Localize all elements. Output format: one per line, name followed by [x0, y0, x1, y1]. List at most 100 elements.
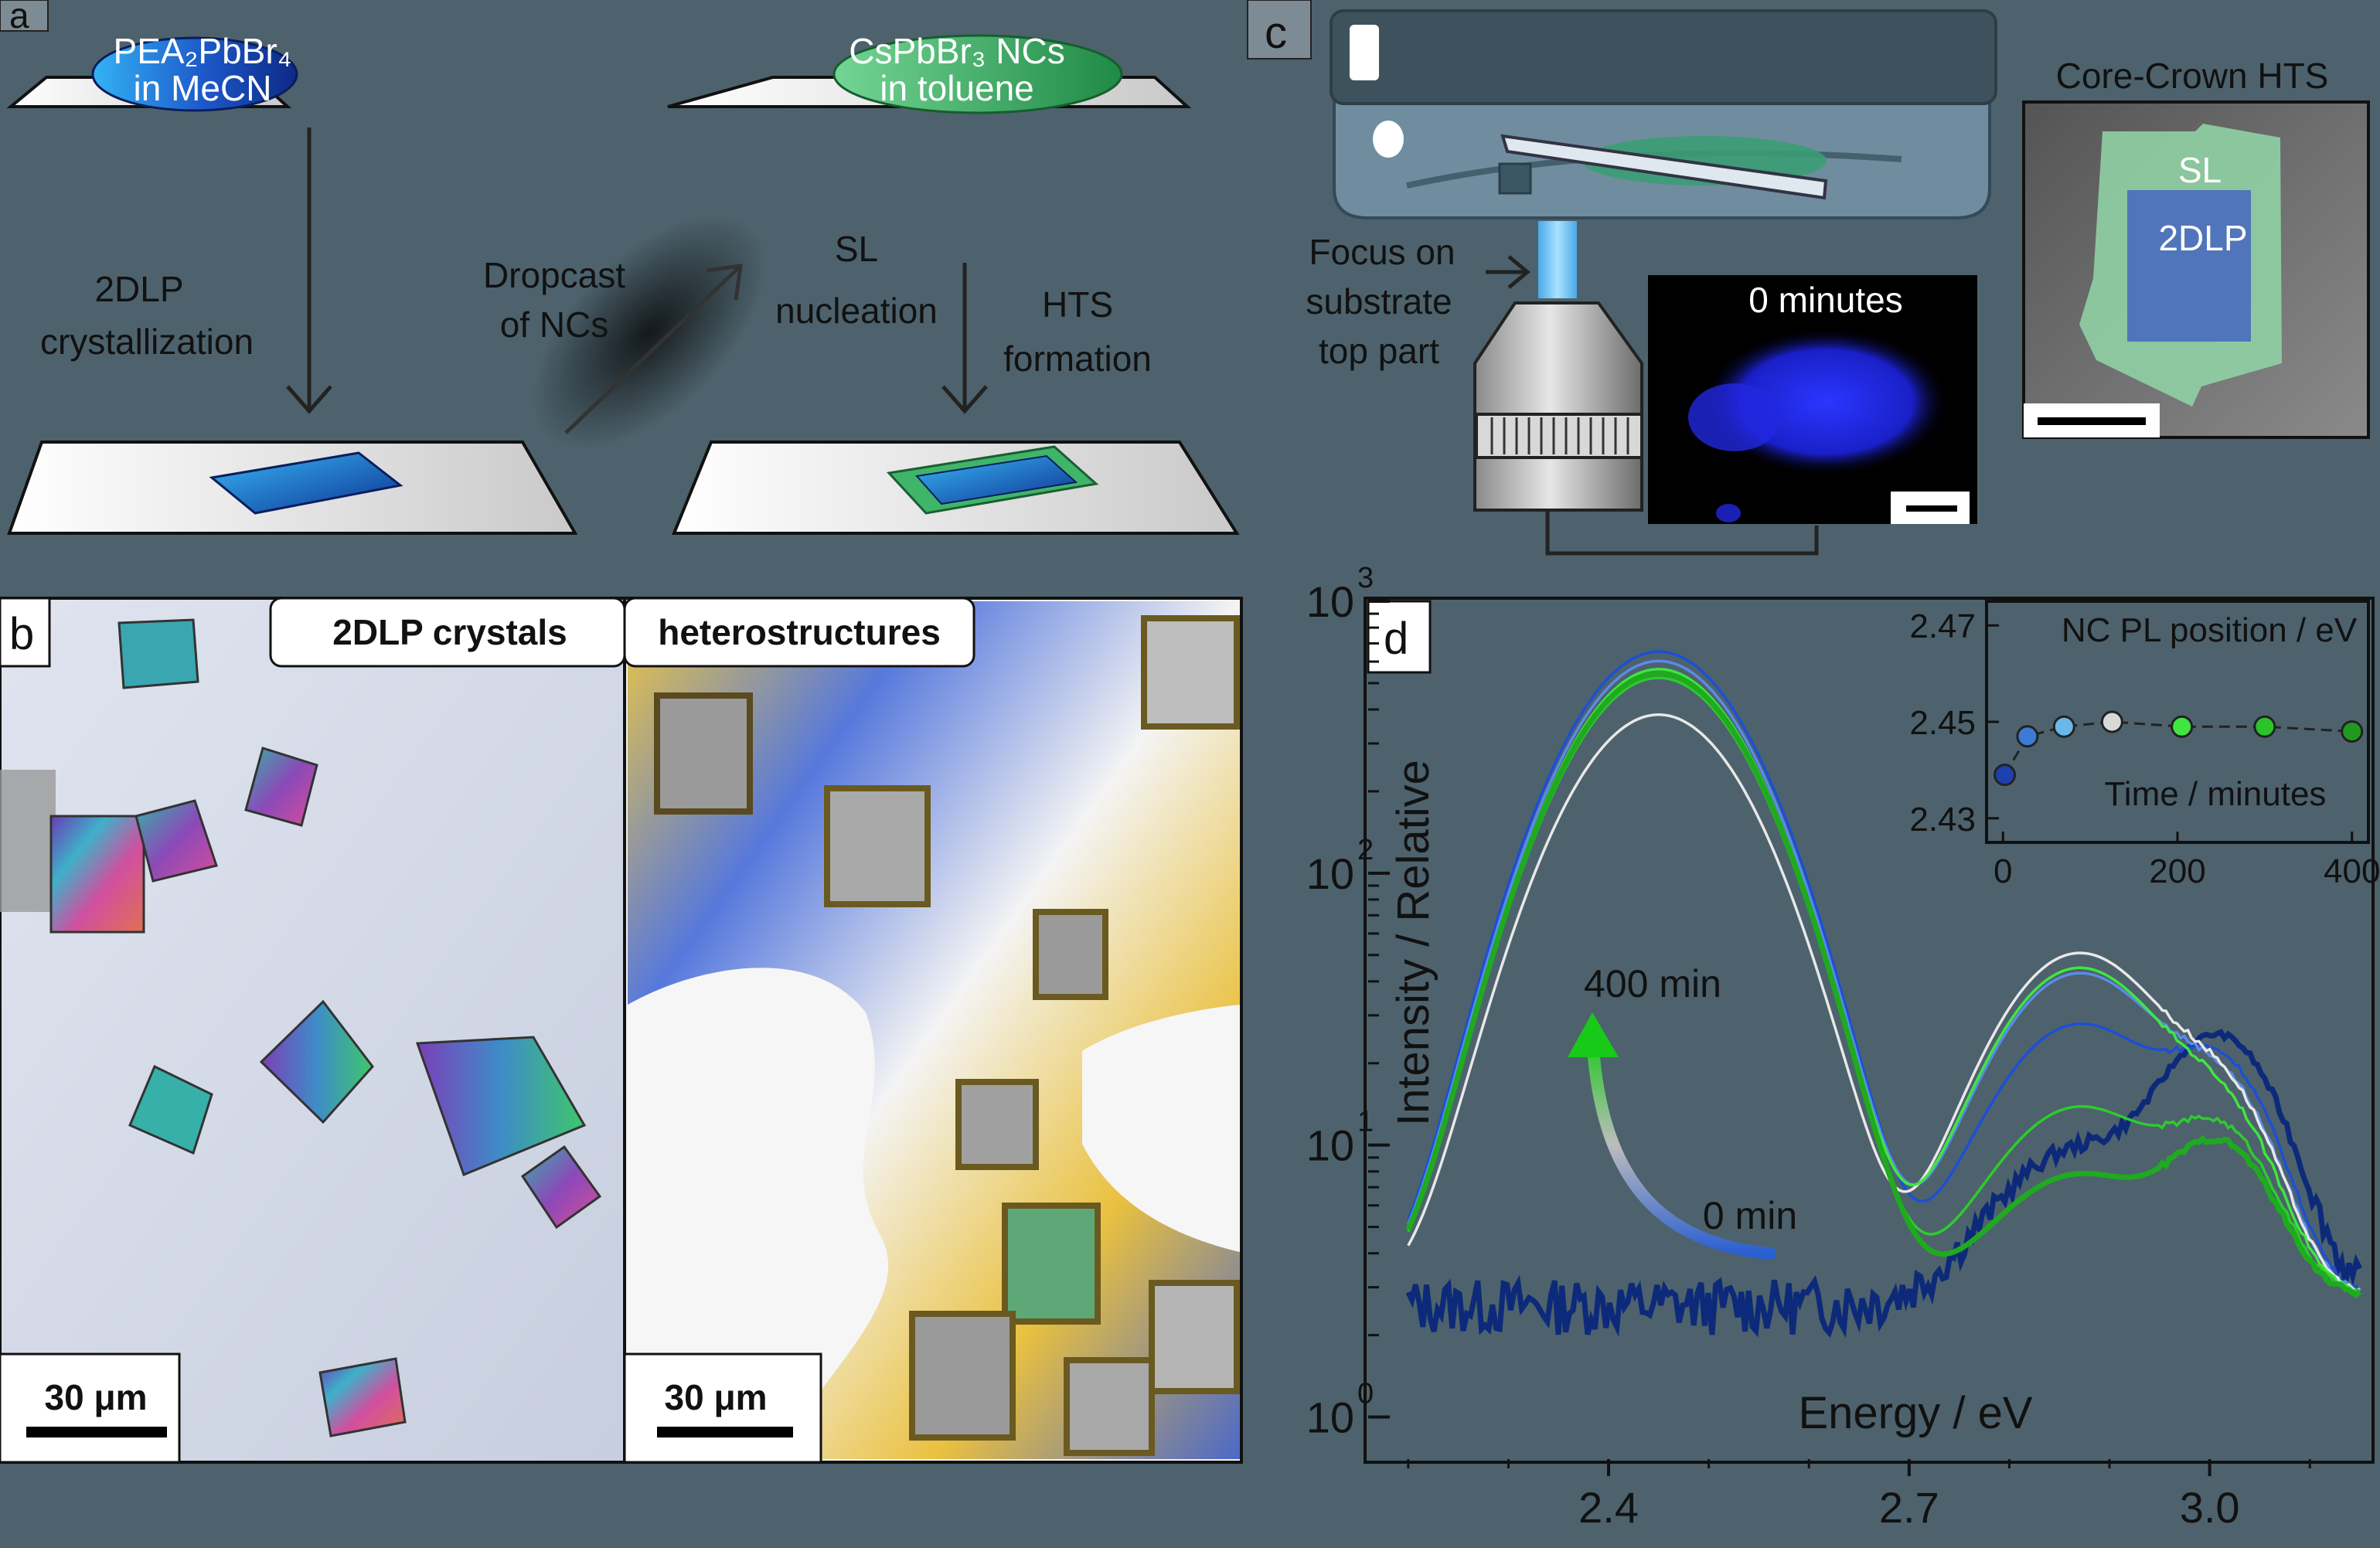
- arrow-right-icon: [1486, 255, 1530, 289]
- x-axis-label: Energy / eV: [1798, 1388, 2032, 1438]
- crystal-2dlp: [209, 451, 403, 515]
- inset-point: [2341, 720, 2364, 743]
- spectrum-line: [1407, 668, 2361, 1292]
- inset-point: [2171, 715, 2194, 738]
- hts-crystal: [909, 1311, 1016, 1441]
- dish2-label-1: CsPbBr₃ NCs: [849, 31, 1064, 71]
- hts-crystal: [955, 1079, 1039, 1170]
- inset-point: [2052, 715, 2075, 738]
- y-axis-label: Intensity / Relative: [1388, 760, 1439, 1126]
- hts-crystal: [824, 785, 931, 907]
- spectrum-line: [1405, 1029, 2363, 1339]
- inset-x-label: Time / minutes: [2105, 775, 2327, 813]
- scalebar-left: [26, 1427, 167, 1437]
- step3-label-1: SL: [835, 229, 878, 269]
- step4-label-1: HTS: [1042, 284, 1113, 325]
- plot-frame: [1364, 597, 2375, 1464]
- x-tick-label: 3.0: [2180, 1483, 2240, 1532]
- hts-crystal: [654, 692, 753, 815]
- micro-crystal: [318, 1357, 407, 1437]
- micro-crystal: [117, 618, 199, 689]
- petri-lid: [1330, 9, 1997, 105]
- inset-y-tick-label: 2.45: [1909, 704, 1976, 742]
- dish2-label-2: in toluene: [880, 68, 1034, 108]
- dish1-label-2: in MeCN: [134, 68, 272, 108]
- spectrum-line: [1405, 670, 2362, 1298]
- inset-point: [2016, 725, 2039, 748]
- scalebar-right-label: 30 μm: [665, 1377, 768, 1417]
- panel-a: a PEA₂PbBr₄ in MeCN CsPbBr₃ NCs in tolue…: [0, 0, 1240, 535]
- bare-substrate-region: [1082, 1005, 1240, 1252]
- hts-crystal: [1141, 615, 1240, 730]
- micro-crystal: [520, 1145, 602, 1230]
- solution-drop-blue: [91, 36, 298, 112]
- time-label: 0 minutes: [1748, 280, 1902, 320]
- inset-point: [2100, 710, 2123, 733]
- step2-label-2: of NCs: [500, 304, 609, 345]
- step4-label-2: formation: [1003, 339, 1152, 379]
- bare-substrate-region: [628, 968, 889, 1459]
- panel-b: b 2DLP crystals heterostructures 30 μm 3…: [0, 597, 1243, 1464]
- micro-crystal: [128, 1064, 213, 1155]
- dish1-label-1: PEA₂PbBr₄: [114, 31, 292, 71]
- focus-label-1: Focus on: [1309, 232, 1455, 272]
- spectrum-line: [1407, 713, 2361, 1293]
- y-tick-label: 10: [1306, 849, 1354, 898]
- lid-highlight: [1350, 25, 1379, 80]
- right-image-title: heterostructures: [658, 612, 941, 652]
- panel-d-letter: d: [1384, 614, 1408, 664]
- micro-crystal: [134, 799, 218, 883]
- tilted-substrate: [1500, 134, 1828, 200]
- step1-label-2: crystallization: [40, 322, 254, 362]
- time-arrow: [1586, 1029, 1776, 1260]
- light-beam: [1538, 221, 1577, 298]
- x-tick-label: 2.4: [1578, 1483, 1639, 1532]
- dish-highlight: [1373, 121, 1404, 158]
- micro-crystal: [244, 747, 318, 827]
- dropcast-shadow: [532, 215, 767, 450]
- arrow-down-icon: [286, 128, 332, 414]
- focus-label-2: substrate: [1306, 281, 1452, 322]
- arrow-diagonal-icon: [564, 264, 743, 434]
- scalebar-right: [657, 1427, 793, 1437]
- y-tick-label: 10: [1306, 577, 1354, 626]
- hts-crystal: [1064, 1357, 1155, 1456]
- micro-crystal: [415, 1036, 587, 1176]
- annotation-400-min: 400 min: [1584, 962, 1721, 1005]
- inset-y-tick-label: 2.43: [1909, 801, 1976, 839]
- annotation-0-min: 0 min: [1703, 1194, 1797, 1237]
- spectrum-line: [1407, 650, 2361, 1294]
- scalebar-left-label: 30 μm: [45, 1377, 148, 1417]
- y-tick-exponent: 1: [1357, 1106, 1374, 1138]
- step1-label-1: 2DLP: [94, 269, 183, 309]
- objective-ring: [1475, 413, 1643, 459]
- inset-x-tick-label: 400: [2324, 852, 2380, 890]
- hts-crystal: [1149, 1280, 1240, 1394]
- arrow-head-icon: [1568, 1012, 1619, 1057]
- panel-c: c Focus on substrate top part: [1247, 0, 2370, 556]
- focus-label-3: top part: [1319, 331, 1439, 371]
- 2dlp-core: [2127, 190, 2251, 342]
- step2-label-1: Dropcast: [483, 255, 625, 295]
- arrow-down-icon: [941, 263, 988, 414]
- micro-crystal: [49, 815, 145, 934]
- panel-a-letter: a: [9, 0, 29, 36]
- micro-crystal: [259, 999, 374, 1124]
- y-tick-exponent: 0: [1357, 1378, 1374, 1410]
- y-tick-label: 10: [1306, 1393, 1354, 1442]
- inset-x-tick-label: 200: [2149, 852, 2205, 890]
- inset-plot: 2.47 2.45 2.43 0 200 400 NC PL position / eV Ti…: [1909, 600, 2380, 890]
- hts-crystal: [1002, 1203, 1101, 1325]
- step3-label-2: nucleation: [775, 291, 938, 331]
- sem-sl-label: SL: [2178, 150, 2222, 190]
- y-tick-label: 10: [1306, 1121, 1354, 1170]
- x-tick-label: 2.7: [1879, 1483, 1939, 1532]
- inset-point: [1994, 764, 2017, 787]
- inset-x-tick-label: 0: [1994, 852, 2012, 890]
- spectrum-line: [1407, 659, 2361, 1295]
- sem-title: Core-Crown HTS: [2056, 56, 2329, 96]
- y-tick-exponent: 2: [1357, 834, 1374, 866]
- panel-b-letter: b: [9, 609, 34, 659]
- hts-crystal: [1033, 909, 1108, 1000]
